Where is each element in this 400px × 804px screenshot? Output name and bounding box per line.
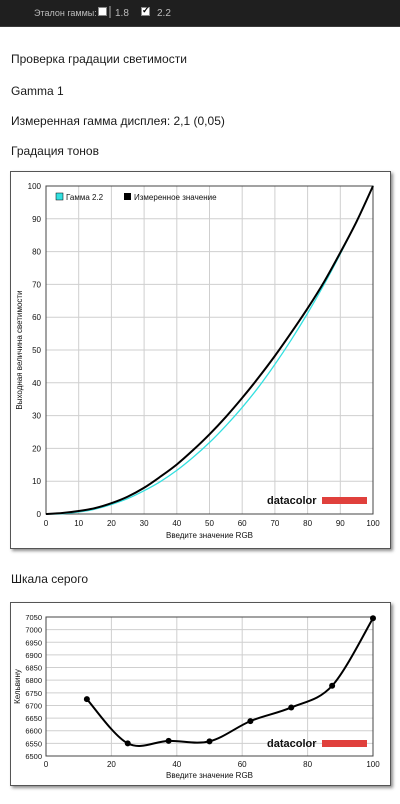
y-tick-label: 40 [32,379,41,388]
y-axis-label: Выходная величина светимости [15,290,24,409]
plot-frame [45,185,374,515]
brand-logo-bar [322,497,367,504]
y-tick-label: 100 [28,182,42,191]
x-tick-label: 80 [303,519,312,528]
kelvin-point [247,718,254,725]
gamma-reference-label: Эталон гаммы: [34,8,97,18]
x-axis-label: Введите значение RGB [166,531,253,540]
x-axis-label: Введите значение RGB [166,771,253,780]
brand-logo-text: datacolor [267,738,317,750]
y-tick-label: 6850 [25,664,42,673]
plot-frame [45,616,374,757]
kelvin-point [329,682,336,689]
grayscale-chart: 0 20 40 60 80 100 6500 6550 6600 6650 6700 6750 6800… [13,613,380,780]
measured-gamma-text: Измеренная гамма дисплея: 2,1 (0,05) [11,114,225,128]
y-tick-label: 7000 [25,626,42,635]
section-title: Проверка градации светимости [11,52,187,66]
kelvin-point [83,696,90,703]
kelvin-point [206,738,213,745]
gamma-2-2-checkbox[interactable] [141,5,150,16]
x-tick-label: 20 [107,760,116,769]
y-axis-label: Кельвину [13,669,22,704]
x-tick-label: 90 [336,519,345,528]
y-tick-label: 70 [32,280,41,289]
brand-logo-bar [322,740,367,747]
kelvin-point [370,615,376,622]
x-tick-label: 40 [172,760,181,769]
y-tick-label: 10 [32,477,41,486]
x-tick-label: 10 [74,519,83,528]
kelvin-point [165,737,172,744]
gamma-1-8-checkbox[interactable] [98,7,107,16]
y-tick-label: 6500 [25,752,42,761]
series-line-0 [45,185,374,515]
grayscale-title: Шкала серого [11,572,89,586]
legend-swatch-gamma [55,192,64,201]
y-tick-label: 0 [37,510,42,519]
x-tick-label: 30 [140,519,149,528]
kelvin-point [288,704,295,711]
gamma-name: Gamma 1 [11,84,64,98]
y-tick-label: 6600 [25,727,42,736]
gamma-2-2-label: 2.2 [157,8,171,19]
x-tick-label: 60 [238,519,247,528]
legend-label-measured: Измеренное значение [134,193,217,202]
y-tick-label: 60 [32,313,41,322]
x-tick-label: 20 [107,519,116,528]
y-tick-label: 6700 [25,701,42,710]
x-tick-label: 100 [366,760,380,769]
x-tick-label: 40 [172,519,181,528]
divider [109,6,111,18]
y-tick-label: 90 [32,215,41,224]
y-tick-label: 6900 [25,651,42,660]
y-tick-label: 6950 [25,638,42,647]
legend-swatch-measured [124,193,131,200]
x-tick-label: 100 [366,519,380,528]
y-tick-label: 7050 [25,613,42,622]
y-tick-label: 50 [32,346,41,355]
x-tick-label: 0 [44,760,49,769]
y-tick-label: 6750 [25,689,42,698]
tone-gradation-chart-panel: 0 10 20 30 40 50 60 70 80 90 100 0 10 20 30 40 50 60 70 80 9… [10,171,391,549]
series-line-1 [45,185,374,515]
y-tick-label: 80 [32,248,41,257]
grayscale-chart-panel: 0 20 40 60 80 100 6500 6550 6600 6650 6700 6750 6800… [10,602,391,786]
tone-gradation-title: Градация тонов [11,144,99,158]
x-tick-label: 50 [205,519,214,528]
x-tick-label: 0 [44,519,49,528]
y-tick-label: 6550 [25,739,42,748]
gamma-reference-toolbar: Эталон гаммы: 1.8 2.2 [0,0,400,27]
y-tick-label: 6650 [25,714,42,723]
y-tick-label: 20 [32,444,41,453]
x-tick-label: 70 [270,519,279,528]
kelvin-line [86,617,374,747]
kelvin-point [124,740,131,747]
brand-logo-text: datacolor [267,495,317,507]
tone-gradation-chart: 0 10 20 30 40 50 60 70 80 90 100 0 10 20 30 40 50 60 70 80 9… [15,182,380,540]
y-tick-label: 6800 [25,676,42,685]
gamma-1-8-label: 1.8 [115,8,129,19]
y-tick-label: 30 [32,412,41,421]
legend-label-gamma: Гамма 2.2 [66,193,104,202]
x-tick-label: 80 [303,760,312,769]
x-tick-label: 60 [238,760,247,769]
